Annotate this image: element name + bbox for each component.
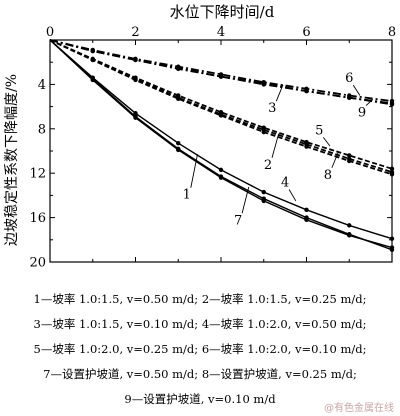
series-7-point <box>90 77 95 83</box>
annotation-layer: 6 3 9 5 2 8 4 1 7 <box>183 71 374 228</box>
series-line-8 <box>49 39 393 173</box>
series-8-point <box>261 127 266 133</box>
legend-line-4: 7—设置护坡道, v=0.50 m/d; 8—设置护坡道, v=0.25 m/d… <box>43 367 357 381</box>
marker-layer <box>90 47 395 252</box>
series-7-point <box>218 175 224 180</box>
series-line-6 <box>49 39 393 102</box>
annotation-leader-2 <box>271 133 280 158</box>
x-tick-label: 4 <box>217 25 225 40</box>
y-tick-label: 12 <box>29 167 46 182</box>
y-tick-label: 20 <box>29 256 46 271</box>
series-4-point <box>133 111 138 116</box>
series-7-point <box>389 245 395 250</box>
annotation-label-4: 4 <box>281 176 289 191</box>
annotation-label-9: 9 <box>358 106 366 121</box>
series-line-1 <box>49 39 393 251</box>
x-tick-label: 2 <box>131 25 139 40</box>
series-9-point <box>389 101 395 106</box>
series-4-point <box>304 207 309 213</box>
annotation-leader-5 <box>322 137 331 147</box>
series-7-point <box>261 198 266 204</box>
series-8-point <box>133 76 138 82</box>
x-tick-label: 6 <box>302 25 310 40</box>
series-9-point <box>261 82 266 87</box>
annotation-label-3: 3 <box>268 101 276 116</box>
series-4-point <box>218 167 224 173</box>
series-line-9 <box>49 39 393 105</box>
legend-line-5: 9—设置护坡道, v=0.10 m/d <box>124 392 276 406</box>
annotation-leader-1 <box>190 154 198 188</box>
series-line-5 <box>49 39 393 170</box>
series-line-4 <box>49 39 393 240</box>
annotation-leader-8 <box>331 151 339 168</box>
series-9-point <box>347 95 352 100</box>
annotation-label-1: 1 <box>183 188 191 203</box>
series-9-point <box>90 48 95 54</box>
series-9-point <box>133 57 138 63</box>
series-line-2 <box>49 39 393 176</box>
series-7-point <box>347 233 352 238</box>
series-5-point <box>347 153 352 158</box>
series-layer <box>49 39 393 251</box>
watermark: @有色金属在线 <box>324 403 394 414</box>
series-4-point <box>347 223 352 228</box>
x-tick-label: 0 <box>46 25 54 40</box>
x-tick-label: 8 <box>388 25 396 40</box>
annotation-leader-7 <box>241 186 250 214</box>
annotation-leader-6 <box>352 84 361 96</box>
annotation-leader-4 <box>288 189 297 202</box>
series-5-point <box>389 166 395 171</box>
series-8-point <box>90 57 95 63</box>
series-7-point <box>176 147 181 153</box>
series-7-point <box>133 115 138 120</box>
y-tick-label: 8 <box>38 122 46 137</box>
series-7-point <box>304 217 309 223</box>
y-tick-label: 16 <box>29 211 46 226</box>
annotation-label-8: 8 <box>324 168 332 183</box>
annotation-label-6: 6 <box>345 71 353 86</box>
series-9-point <box>218 74 224 79</box>
annotation-label-2: 2 <box>264 158 272 173</box>
series-4-point <box>176 141 181 146</box>
x-axis-title: 水位下降时间/d <box>170 3 275 21</box>
y-tick-label: 4 <box>38 78 46 93</box>
series-9-point <box>176 66 181 72</box>
series-line-7 <box>49 39 393 249</box>
annotation-leader-3 <box>275 84 284 102</box>
series-9-point <box>304 88 309 94</box>
series-8-point <box>347 156 352 161</box>
annotation-leader-9 <box>365 99 374 106</box>
series-8-point <box>176 95 181 100</box>
annotation-label-7: 7 <box>234 213 242 228</box>
y-axis-title: 边坡稳定性系数下降幅度/% <box>4 74 20 246</box>
legend-line-1: 1—坡率 1.0:1.5, v=0.50 m/d; 2—坡率 1.0:1.5, … <box>33 292 367 306</box>
annotation-label-5: 5 <box>315 123 323 138</box>
series-4-point <box>261 189 266 195</box>
legend-line-2: 3—坡率 1.0:1.5, v=0.10 m/d; 4—坡率 1.0:2.0, … <box>33 317 367 331</box>
series-8-point <box>218 112 224 117</box>
legend-line-3: 5—坡率 1.0:2.0, v=0.25 m/d; 6—坡率 1.0:2.0, … <box>33 342 367 356</box>
series-8-point <box>304 142 309 147</box>
